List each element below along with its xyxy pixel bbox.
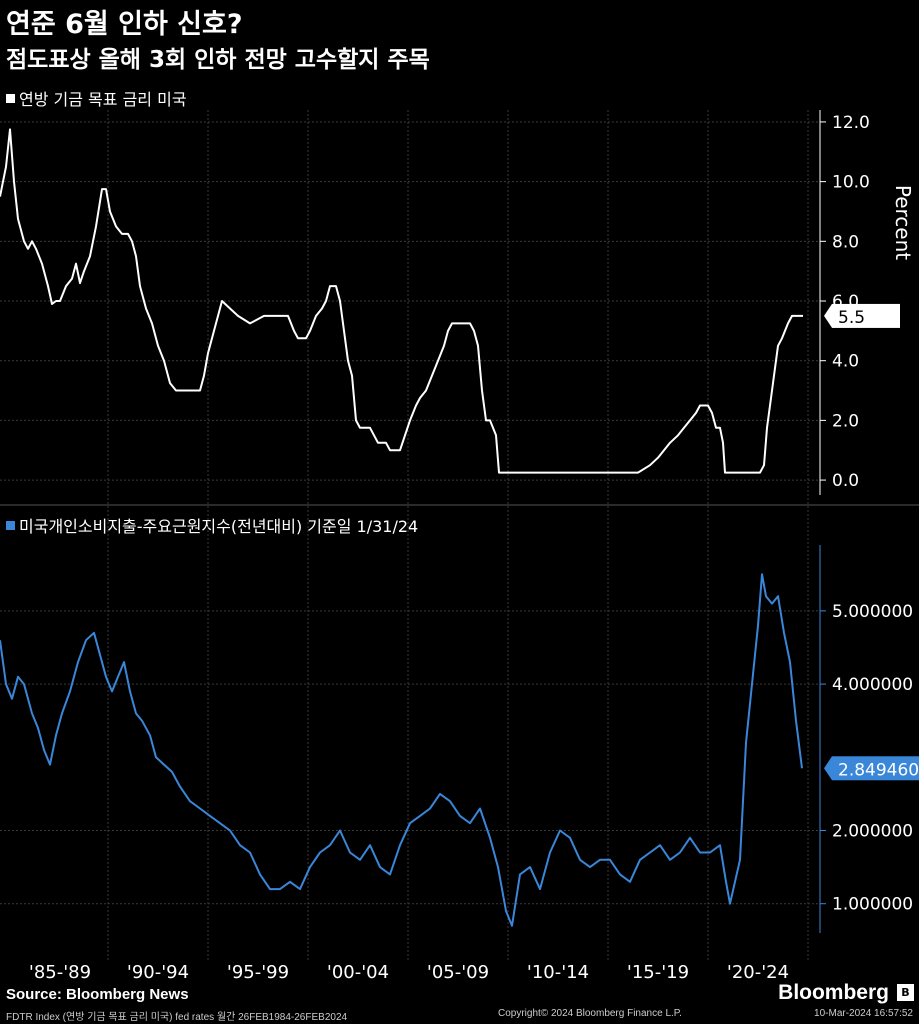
timestamp: 10-Mar-2024 16:57:52: [814, 1008, 913, 1019]
last-value-pointer-0: [824, 303, 832, 328]
legend-fed-funds: 연방 기금 목표 금리 미국: [6, 86, 187, 110]
legend-fed-funds-label: 연방 기금 목표 금리 미국: [19, 90, 187, 109]
x-tick-label-0: '85-'89: [29, 962, 91, 983]
y-tick-label-0-1: 2.0: [832, 411, 859, 431]
y-tick-label-0-5: 10.0: [832, 173, 870, 193]
x-tick-label-5: '10-'14: [527, 962, 589, 983]
last-value-box-0: [832, 303, 900, 328]
x-tick-label-6: '15-'19: [627, 962, 689, 983]
y-tick-label-1-1: 2.000000: [832, 822, 913, 842]
bloomberg-logo: Bloomberg: [778, 981, 889, 1004]
y-tick-label-0-4: 8.0: [832, 232, 859, 252]
legend-pce-label: 미국개인소비지출-주요근원지수(전년대비) 기준일 1/31/24: [19, 517, 419, 536]
chart-title: 연준 6월 인하 신호?: [6, 9, 243, 40]
x-tick-label-1: '90-'94: [127, 962, 189, 983]
x-tick-label-7: '20-'24: [727, 962, 789, 983]
y-axis-title-0: Percent: [891, 185, 915, 260]
source-note: Source: Bloomberg News: [6, 986, 189, 1003]
index-info: FDTR Index (연방 기금 목표 금리 미국) fed rates 월간…: [6, 1012, 348, 1023]
y-tick-label-0-0: 0.0: [832, 471, 859, 491]
y-tick-label-1-2: 4.000000: [832, 675, 913, 695]
legend-pce: 미국개인소비지출-주요근원지수(전년대비) 기준일 1/31/24: [6, 513, 418, 537]
y-tick-label-0-6: 12.0: [832, 113, 870, 133]
x-tick-label-2: '95-'99: [227, 962, 289, 983]
last-value-label-0: 5.5: [838, 308, 865, 328]
x-tick-label-4: '05-'09: [427, 962, 489, 983]
last-value-pointer-1: [824, 756, 832, 781]
legend-swatch-blue: [6, 520, 15, 530]
bloomberg-logo-mark: B: [897, 984, 914, 1001]
last-value-box-1: [832, 756, 919, 781]
series-line-1: [0, 573, 803, 927]
chart-svg: 0.02.04.06.08.010.012.05.5Percent1.00000…: [0, 110, 919, 983]
series-line-0: [0, 128, 803, 474]
chart-subtitle: 점도표상 올해 3회 인하 전망 고수할지 주목: [6, 47, 430, 73]
x-tick-label-3: '00-'04: [327, 962, 389, 983]
copyright: Copyright© 2024 Bloomberg Finance L.P.: [498, 1008, 682, 1019]
legend-swatch-white: [6, 93, 15, 103]
y-tick-label-1-0: 1.000000: [832, 895, 913, 915]
y-tick-label-0-2: 4.0: [832, 352, 859, 372]
y-tick-label-1-3: 5.000000: [832, 602, 913, 622]
last-value-label-1: 2.849460: [838, 760, 919, 780]
